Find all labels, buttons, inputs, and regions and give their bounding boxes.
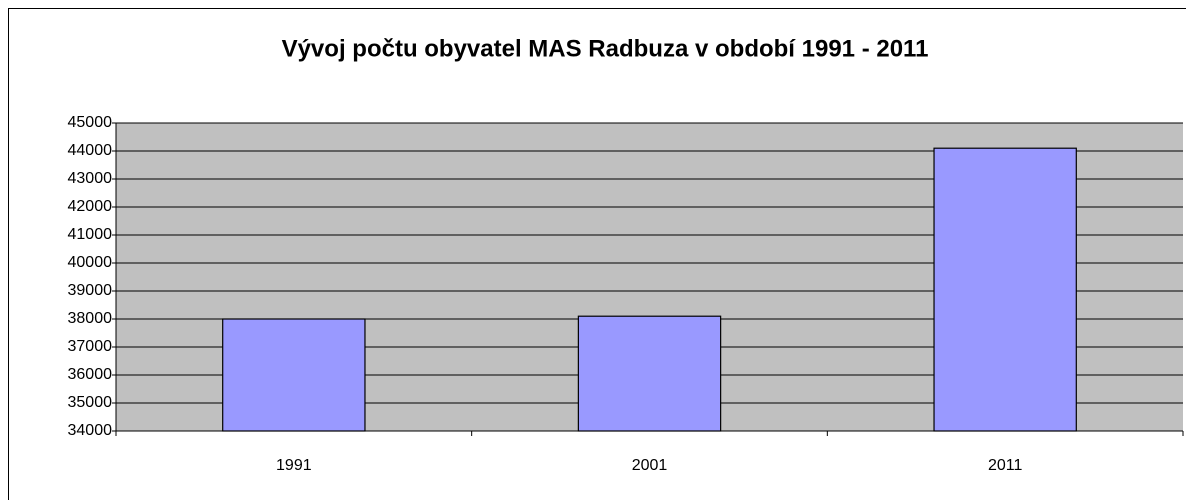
x-tick-label: 2001 [632, 457, 668, 474]
y-tick-label: 35000 [68, 394, 113, 411]
bar [222, 318, 366, 432]
y-tick-label: 40000 [68, 254, 113, 271]
chart-title: Vývoj počtu obyvatel MAS Radbuza v obdob… [282, 35, 929, 62]
x-tick-label: 2011 [988, 457, 1023, 474]
x-tick-label: 1991 [276, 457, 312, 474]
y-tick-label: 42000 [68, 198, 113, 215]
y-tick-label: 41000 [68, 226, 113, 243]
bar [577, 315, 722, 432]
y-tick-label: 34000 [68, 422, 113, 439]
y-tick-label: 43000 [68, 170, 113, 187]
bar [933, 147, 1077, 432]
y-tick-label: 36000 [68, 366, 113, 383]
y-tick-label: 38000 [68, 310, 113, 327]
y-tick-label: 44000 [68, 142, 113, 159]
y-tick-label: 45000 [68, 114, 113, 131]
y-tick-label: 39000 [68, 282, 113, 299]
y-tick-label: 37000 [68, 338, 113, 355]
